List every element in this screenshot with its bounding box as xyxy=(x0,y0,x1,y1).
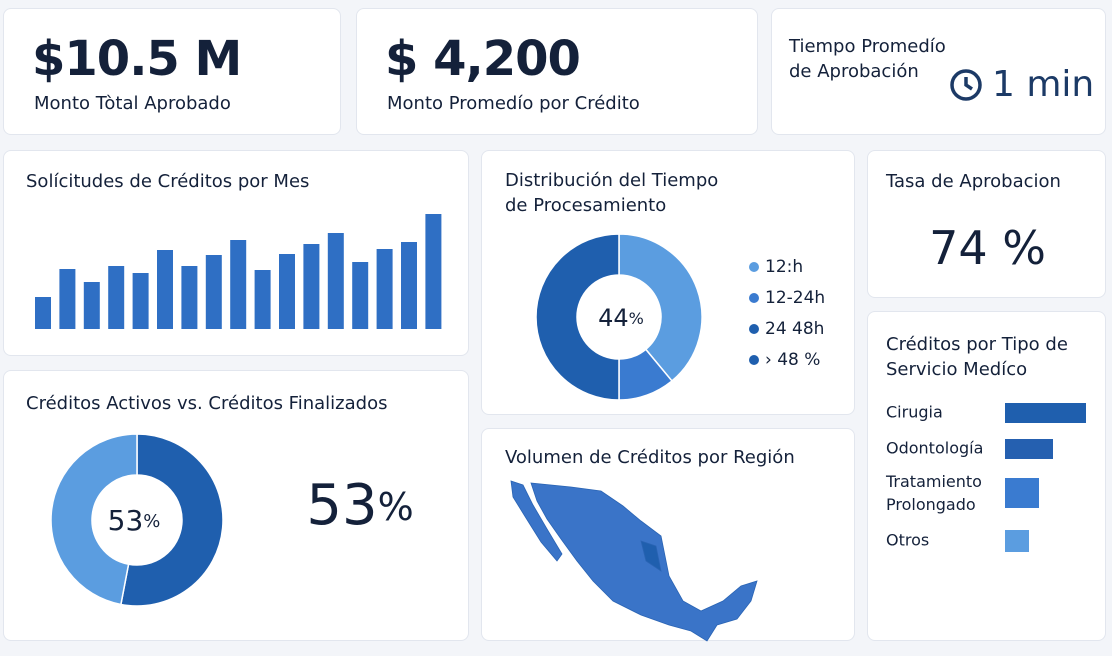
bar xyxy=(83,282,100,329)
category-label: Cirugia xyxy=(886,403,943,422)
chart-title: Solícitudes de Créditos por Mes xyxy=(26,171,310,192)
legend-marker xyxy=(749,262,759,272)
kpi-label: Tasa de Aprobacion xyxy=(886,171,1061,192)
bar xyxy=(1005,403,1086,423)
bar xyxy=(425,214,442,329)
kpi-label: Tiempo Promedío de Aprobación xyxy=(789,36,946,82)
bar xyxy=(181,266,198,329)
bar xyxy=(205,255,222,329)
donut-segment xyxy=(618,233,703,383)
clock-icon xyxy=(950,69,982,101)
kpi-card: Tasa de Aprobacion 74 % xyxy=(867,150,1106,298)
kpi-value: 74 % xyxy=(929,221,1046,275)
legend-marker xyxy=(749,324,759,334)
kpi-value: $10.5 M xyxy=(32,31,242,87)
map xyxy=(510,480,758,642)
legend-label: 24 48h xyxy=(765,319,824,339)
donut-chart: 44% 12:h 12-24h 24 48h › 48 % xyxy=(535,233,825,401)
bar-chart-card: Solícitudes de Créditos por Mes xyxy=(3,150,469,356)
kpi-card: $ 4,200 Monto Promedío por Crédito xyxy=(356,8,758,135)
kpi-card: Tiempo Promedío de Aprobación 1 min xyxy=(771,8,1106,135)
bar xyxy=(108,266,125,329)
donut-card: Créditos Activos vs. Créditos Finalizado… xyxy=(3,370,469,641)
category-label: Otros xyxy=(886,531,929,550)
kpi-value: 1 min xyxy=(992,64,1095,105)
donut-card: Distribución del Tiempo de Procesamiento… xyxy=(481,150,855,415)
bar xyxy=(327,233,344,329)
category-label: Tratamiento Prolongado xyxy=(885,472,982,514)
bar xyxy=(230,240,247,329)
bar xyxy=(352,262,369,329)
bar xyxy=(157,250,173,329)
bar xyxy=(35,297,51,329)
region-shape xyxy=(510,480,563,562)
legend-label: 12-24h xyxy=(765,288,825,308)
bar xyxy=(279,254,295,329)
bar xyxy=(303,244,320,329)
legend-label: › 48 % xyxy=(765,350,820,370)
chart-title: Créditos por Tipo de Servicio Medíco xyxy=(886,334,1068,380)
bar xyxy=(376,249,393,329)
donut-segment xyxy=(120,433,224,607)
bar xyxy=(132,273,149,329)
region-shape xyxy=(530,482,758,642)
donut-segment xyxy=(535,233,620,401)
hbar-chart: Cirugia Odontología Tratamiento Prolongado O… xyxy=(885,403,1086,552)
bar xyxy=(254,270,271,329)
legend-marker xyxy=(749,355,759,365)
kpi-label: Monto Promedío por Crédito xyxy=(387,93,640,114)
center-label: 53% xyxy=(108,504,161,537)
center-label: 44% xyxy=(598,304,644,332)
chart-title: Créditos Activos vs. Créditos Finalizado… xyxy=(26,393,388,414)
kpi-card: $10.5 M Monto Tòtal Aprobado xyxy=(3,8,341,135)
kpi-label: Monto Tòtal Aprobado xyxy=(34,93,231,114)
donut-chart: 53% 53% xyxy=(50,433,414,607)
legend-marker xyxy=(749,293,759,303)
chart-title: Distribución del Tiempo de Procesamiento xyxy=(505,170,719,216)
bar xyxy=(401,242,417,329)
bar-chart xyxy=(35,214,442,329)
legend-label: 12:h xyxy=(765,257,803,277)
bar xyxy=(1005,439,1053,459)
region-shape xyxy=(640,540,662,572)
bar xyxy=(1005,478,1039,508)
kpi-value: $ 4,200 xyxy=(385,31,581,87)
bar xyxy=(1005,530,1029,552)
chart-title: Volumen de Créditos por Región xyxy=(505,447,795,468)
hbar-card: Créditos por Tipo de Servicio Medíco Cir… xyxy=(867,311,1106,641)
map-card: Volumen de Créditos por Región xyxy=(481,428,855,642)
bar xyxy=(59,269,76,329)
center-label: 53% xyxy=(306,473,413,538)
donut-segment xyxy=(50,433,138,606)
category-label: Odontología xyxy=(886,439,983,458)
